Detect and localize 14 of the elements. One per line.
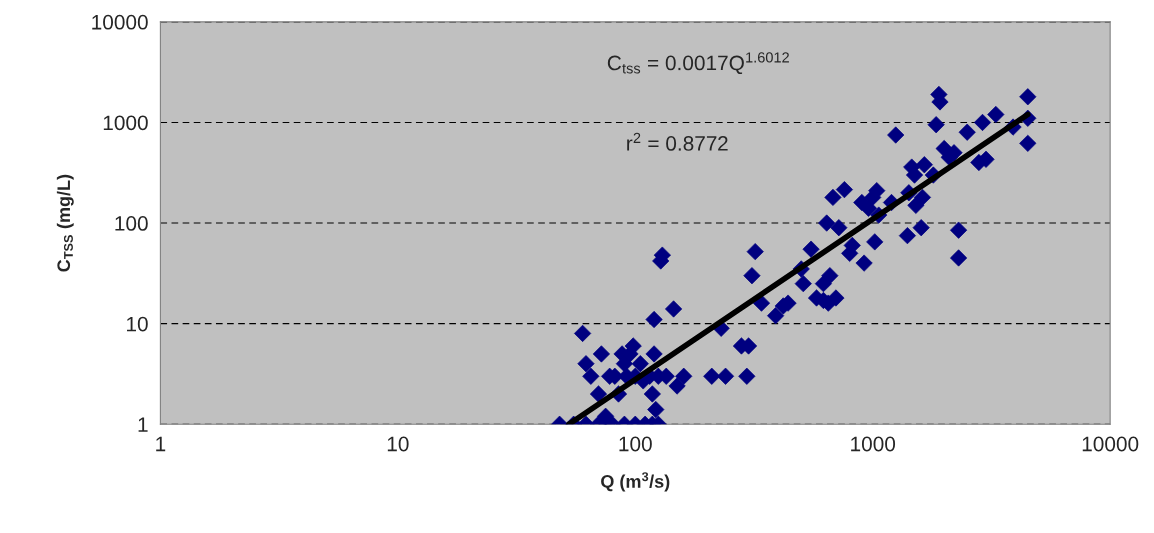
y-tick-label: 100 [115, 216, 148, 231]
x-tick-label: 100 [619, 436, 652, 452]
x-tick-label: 10 [387, 436, 409, 452]
y-tick-label: 10000 [92, 14, 148, 30]
x-tick-label: 10000 [1082, 436, 1139, 452]
x-tick-label: 1000 [851, 436, 896, 452]
y-tick-label: 1000 [103, 115, 148, 131]
x-tick-label: 1 [156, 436, 166, 452]
annotation: C$_{tss}$ = 0.0017Q$^{1.6012}$ [607, 52, 789, 75]
x-axis-title: Q (m$^{3}$/s) [601, 472, 670, 492]
y-tick-label: 1 [138, 417, 148, 432]
annotation: r$^{2}$ = 0.8772 [627, 132, 728, 151]
y-axis-title: C$_{TSS}$ (mg/L) [56, 174, 74, 272]
y-tick-label: 10 [127, 316, 148, 332]
